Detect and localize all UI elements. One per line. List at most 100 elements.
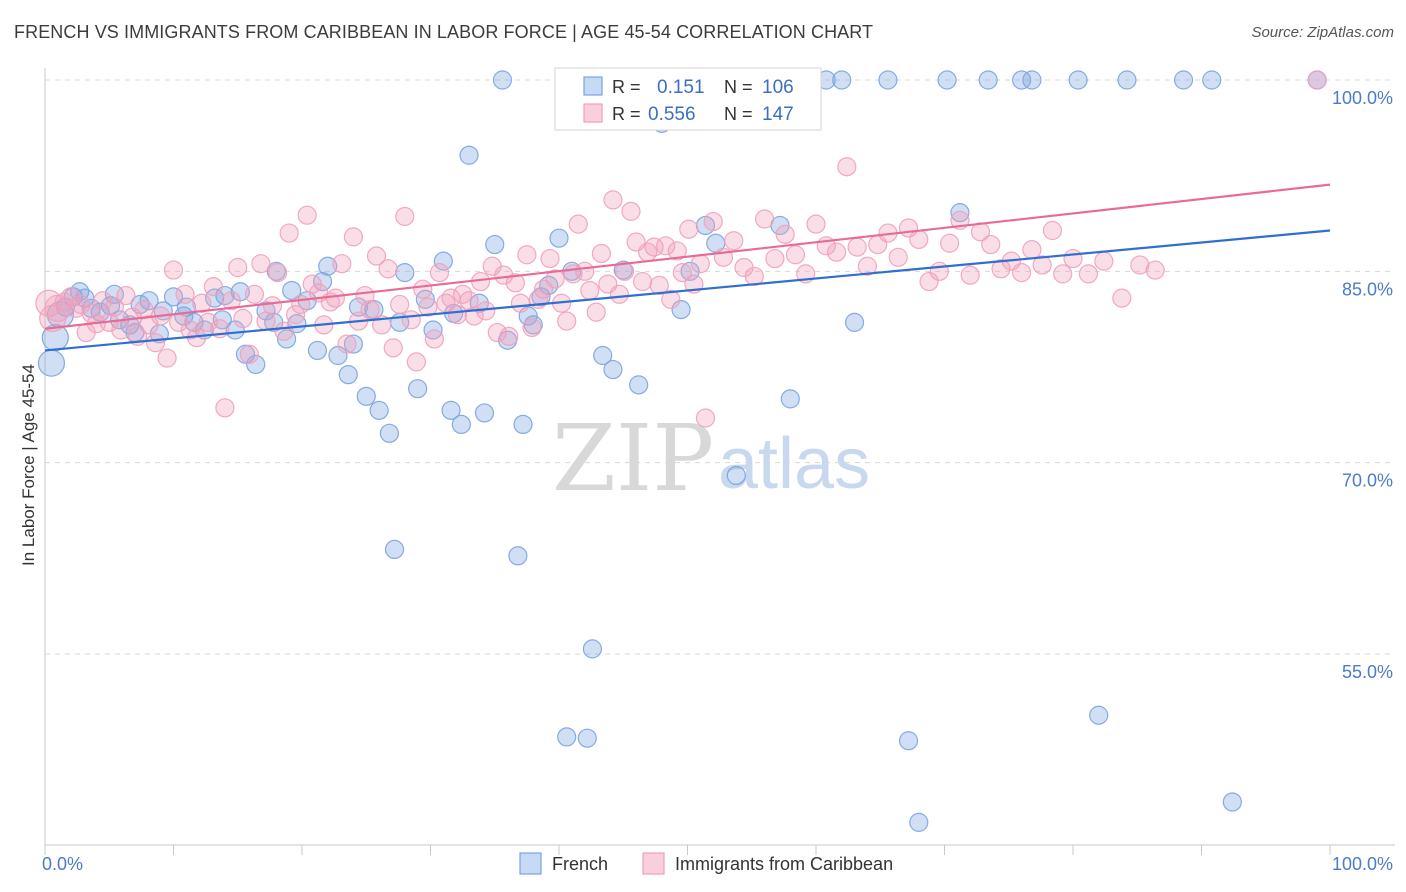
caribbean-point <box>499 326 519 346</box>
stats-r-label-french: R = <box>612 77 641 97</box>
caribbean-point <box>424 329 444 349</box>
french-point <box>459 145 479 165</box>
caribbean-point <box>568 214 588 234</box>
caribbean-point <box>679 219 699 239</box>
caribbean-point <box>806 214 826 234</box>
legend-label-caribbean: Immigrants from Caribbean <box>675 854 893 874</box>
french-point <box>513 414 533 434</box>
caribbean-point <box>157 348 177 368</box>
caribbean-point <box>960 265 980 285</box>
french-point <box>1202 70 1222 90</box>
caribbean-point <box>591 243 612 264</box>
caribbean-point <box>413 279 433 299</box>
french-point <box>680 261 700 281</box>
french-point <box>282 280 302 301</box>
caribbean-point <box>93 291 113 311</box>
caribbean-point <box>267 263 288 283</box>
caribbean-point <box>609 284 629 304</box>
stats-r-value-french: 0.151 <box>657 77 705 98</box>
legend-swatch-caribbean <box>642 852 665 875</box>
french-point <box>577 728 597 748</box>
caribbean-point <box>929 261 949 281</box>
french-point <box>256 301 276 321</box>
legend-swatch-french <box>519 852 542 875</box>
chart-source: Source: ZipAtlas.com <box>1251 24 1394 41</box>
caribbean-point <box>1032 255 1052 275</box>
legend-label-french: French <box>552 854 608 874</box>
caribbean-point <box>81 303 101 324</box>
caribbean-point <box>981 234 1001 255</box>
french-point <box>671 300 691 320</box>
caribbean-point <box>244 284 265 304</box>
french-point <box>163 287 184 307</box>
x-tick-label-0: 0.0% <box>42 854 83 874</box>
y-tick-label-70: 70.0% <box>1342 471 1393 491</box>
french-point <box>356 386 376 406</box>
axes <box>44 68 1395 855</box>
french-point <box>549 228 569 248</box>
french-point <box>832 70 852 90</box>
caribbean-point <box>505 273 525 293</box>
caribbean-point <box>545 269 565 289</box>
french-point <box>629 375 649 395</box>
caribbean-point <box>291 294 311 315</box>
caribbean-point <box>262 296 283 316</box>
y-tick-label-55: 55.0% <box>1342 662 1393 682</box>
caribbean-point <box>540 248 560 269</box>
caribbean-point <box>203 277 223 297</box>
french-point <box>1222 792 1242 812</box>
french-point <box>384 539 405 560</box>
french-point <box>878 70 898 90</box>
french-point <box>978 70 998 90</box>
caribbean-point <box>690 254 710 274</box>
french-point <box>1011 70 1032 90</box>
caribbean-point <box>1022 240 1042 260</box>
french-point <box>318 256 338 276</box>
french-point <box>37 349 66 377</box>
y-tick-label-85: 85.0% <box>1342 279 1393 299</box>
caribbean-point <box>522 317 542 338</box>
french-point <box>557 727 577 747</box>
french-point <box>451 414 471 434</box>
caribbean-point <box>360 300 380 320</box>
caribbean-point <box>1011 263 1032 283</box>
caribbean-point <box>487 322 507 343</box>
french-point <box>613 260 633 280</box>
caribbean-point <box>614 261 635 281</box>
caribbean-point <box>632 271 653 292</box>
french-point <box>1089 705 1109 725</box>
caribbean-point <box>557 311 577 331</box>
caribbean-point <box>228 257 248 278</box>
french-point <box>485 234 505 255</box>
french-point <box>139 291 159 311</box>
gridlines <box>45 79 1395 655</box>
french-point <box>492 70 513 90</box>
caribbean-point <box>744 266 764 287</box>
caribbean-point <box>1130 255 1150 275</box>
caribbean-point <box>54 292 74 312</box>
trend-line-caribbean <box>44 183 1331 330</box>
caribbean-point <box>580 280 600 301</box>
caribbean-point <box>180 320 200 340</box>
caribbean-point <box>175 284 195 304</box>
caribbean-point <box>703 211 723 232</box>
caribbean-point <box>116 285 136 306</box>
french-point <box>844 312 865 332</box>
caribbean-point <box>383 338 403 358</box>
french-point <box>780 389 800 409</box>
y-axis-label: In Labor Force | Age 45-54 <box>19 364 38 566</box>
caribbean-point <box>775 224 795 244</box>
caribbean-point <box>401 310 421 330</box>
x-tick-label-100: 100.0% <box>1332 854 1393 874</box>
caribbean-point <box>145 333 166 353</box>
watermark-atlas: atlas <box>718 424 870 504</box>
caribbean-point <box>343 227 363 247</box>
caribbean-point <box>418 297 438 317</box>
stats-box: R = 0.151 N = 106 R = 0.556 N = 147 <box>554 67 822 131</box>
caribbean-point <box>163 260 184 280</box>
caribbean-point <box>695 408 716 428</box>
french-point <box>441 400 461 420</box>
legend: French Immigrants from Caribbean <box>519 852 893 875</box>
caribbean-point <box>274 321 294 341</box>
